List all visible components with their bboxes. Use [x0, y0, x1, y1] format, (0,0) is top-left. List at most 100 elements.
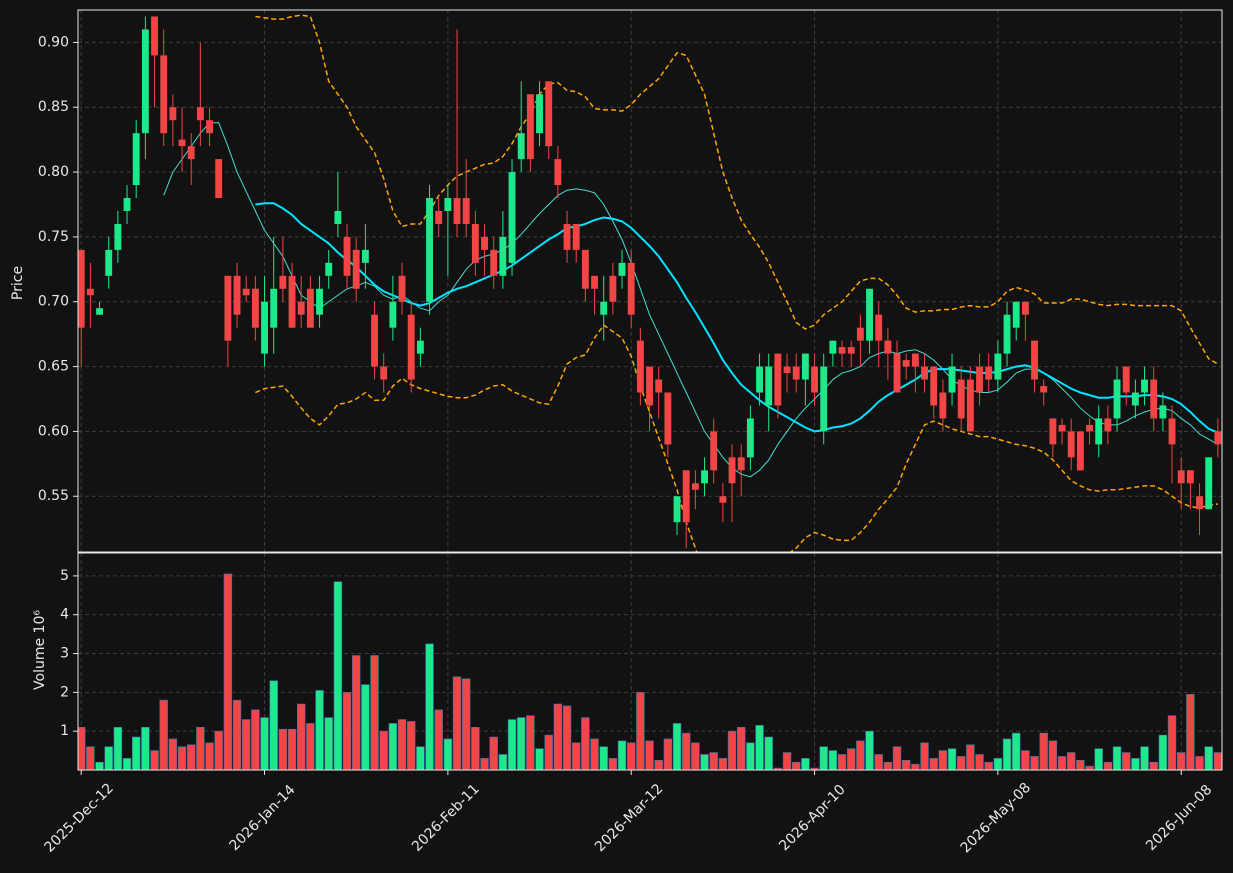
candle-body	[86, 288, 94, 296]
y-tick-label: 0.80	[38, 164, 69, 180]
candle-body	[939, 392, 947, 419]
candle-body	[765, 366, 773, 406]
candle-body	[306, 288, 314, 328]
volume-bar	[1039, 732, 1048, 770]
candle-body	[774, 353, 782, 406]
volume-bar	[562, 705, 572, 770]
candle-body	[105, 249, 113, 276]
candle-body	[701, 470, 708, 484]
candle-body	[820, 366, 828, 432]
volume-bar	[196, 726, 205, 770]
volume-bar	[617, 740, 627, 770]
candle-body	[966, 379, 974, 432]
candle-body	[96, 308, 103, 315]
candle-body	[1159, 405, 1167, 419]
y-tick-label: 0.85	[38, 99, 69, 115]
volume-bar	[1204, 746, 1213, 770]
volume-bar	[269, 680, 278, 770]
candle-body	[1131, 392, 1139, 406]
candle-body	[1104, 418, 1112, 432]
volume-bar	[1112, 746, 1122, 770]
candle-body	[1040, 386, 1048, 393]
volume-bar	[1002, 738, 1012, 770]
candle-body	[426, 198, 433, 302]
candle-body	[1076, 431, 1084, 471]
volume-bar	[1048, 740, 1058, 770]
volume-bar	[168, 738, 178, 770]
candle-body	[316, 288, 323, 315]
candle-body	[462, 198, 470, 224]
volume-bar	[177, 746, 187, 770]
volume-bar	[443, 738, 453, 770]
volume-bar	[957, 756, 966, 770]
volume-bar	[370, 655, 379, 770]
volume-bar	[251, 709, 260, 770]
y-tick-label: 2	[60, 684, 69, 700]
volume-bar	[1012, 732, 1021, 770]
candle-body	[911, 353, 919, 367]
candle-body	[646, 366, 653, 406]
volume-bar	[1057, 756, 1067, 770]
volume-frame	[77, 552, 1223, 771]
candle-body	[169, 107, 177, 121]
volume-bar	[902, 759, 911, 770]
price-grid	[78, 10, 1222, 552]
volume-bar	[498, 754, 508, 770]
candle-body	[508, 172, 516, 263]
candle-body	[499, 236, 507, 276]
candle-body	[719, 496, 727, 503]
candle-body	[554, 159, 562, 186]
candle-body	[151, 16, 158, 56]
volume-bar	[782, 752, 792, 770]
volume-bar	[223, 573, 233, 770]
volume-bar	[746, 742, 755, 770]
candle-body	[930, 366, 938, 406]
volume-bar	[315, 690, 324, 770]
volume-bar	[297, 703, 306, 770]
y-tick-label: 3	[60, 646, 69, 662]
candle-body	[187, 146, 195, 160]
volume-bar	[471, 726, 480, 770]
volume-bar	[1067, 752, 1076, 770]
candle-body	[801, 353, 809, 380]
volume-bar	[718, 758, 728, 770]
candle-body	[994, 353, 1002, 380]
candle-body	[1058, 424, 1066, 432]
candle-body	[1086, 424, 1093, 432]
candle-body	[371, 314, 378, 367]
candle-body	[1141, 379, 1148, 393]
candle-body	[1049, 418, 1057, 445]
candle-body	[325, 262, 333, 276]
y-tick-label: 1	[60, 723, 69, 739]
candle-body	[196, 107, 204, 121]
volume-axis-label: Volume 10⁶	[32, 610, 48, 690]
volume-bar	[416, 746, 425, 770]
candle-body	[453, 198, 461, 224]
volume-bar	[232, 699, 242, 770]
volume-bar	[911, 763, 920, 770]
volume-bar	[122, 758, 132, 770]
candle-body	[471, 223, 479, 263]
candle-body	[334, 210, 342, 224]
candle-body	[737, 457, 745, 471]
candle-body	[297, 301, 305, 315]
volume-bar	[388, 723, 398, 770]
volume-bar	[462, 678, 471, 770]
volume-bar	[691, 742, 700, 770]
candle-body	[242, 288, 250, 296]
volume-bars	[78, 573, 1222, 770]
volume-bar	[1149, 761, 1158, 770]
candle-body	[609, 275, 617, 302]
candle-body	[948, 366, 956, 393]
candle-body	[902, 360, 910, 367]
volume-bar	[636, 692, 645, 770]
volume-bar	[517, 717, 526, 770]
candle-body	[985, 366, 993, 380]
candle-body	[866, 288, 873, 341]
candle-body	[1214, 431, 1222, 445]
candle-body	[288, 275, 296, 328]
candle-body	[627, 262, 635, 315]
volume-bar	[1122, 752, 1131, 770]
volume-bar	[324, 717, 333, 770]
